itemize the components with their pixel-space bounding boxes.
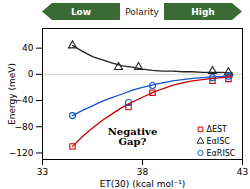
svg-text:EαISC: EαISC	[207, 137, 231, 146]
svg-text:−80: −80	[15, 122, 34, 132]
svg-text:38: 38	[137, 167, 149, 177]
svg-text:Polarity: Polarity	[125, 7, 159, 17]
svg-text:−120: −120	[9, 148, 34, 158]
svg-text:High: High	[191, 7, 214, 17]
svg-text:NegativeGap?: NegativeGap?	[108, 126, 158, 147]
svg-text:ET(30) (kcal mol⁻¹): ET(30) (kcal mol⁻¹)	[100, 179, 186, 189]
svg-text:43: 43	[237, 167, 248, 177]
svg-text:33: 33	[37, 167, 48, 177]
svg-text:0: 0	[28, 69, 34, 79]
svg-text:Energy (meV): Energy (meV)	[7, 63, 17, 125]
svg-text:Low: Low	[71, 7, 91, 17]
svg-text:EαRISC: EαRISC	[207, 149, 236, 158]
svg-text:40: 40	[22, 43, 34, 53]
svg-text:−40: −40	[15, 95, 34, 105]
svg-text:ΔEST: ΔEST	[207, 125, 228, 134]
